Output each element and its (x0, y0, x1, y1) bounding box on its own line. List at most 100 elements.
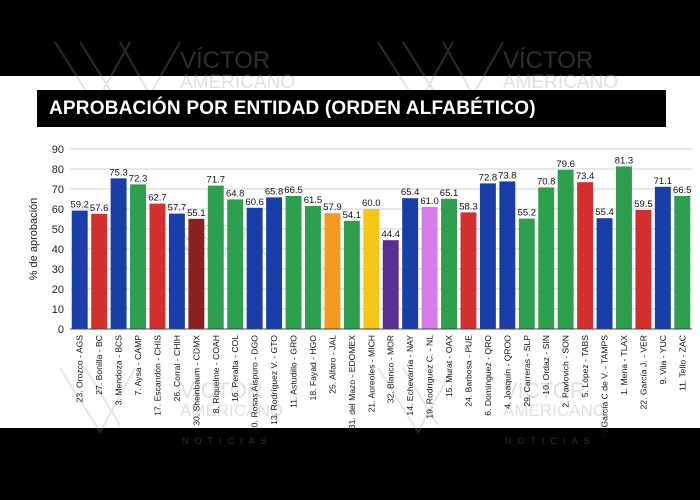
bar-value-label: 71.1 (654, 176, 673, 187)
x-tick-label: 24. Barbosa - PUE (463, 335, 473, 407)
bar (227, 199, 244, 329)
bar-value-label: 44.4 (381, 229, 400, 240)
x-tick-label: 23. Orozco - AGS (75, 335, 85, 403)
bar (635, 210, 652, 329)
bar (343, 220, 360, 329)
x-tick-label: 9. Vila - YUC (658, 335, 668, 384)
x-tick-label: 32. Blanco - MOR (386, 335, 396, 403)
x-tick-label: 2. Pavlovich - SON (561, 335, 571, 408)
bar (188, 218, 205, 329)
x-tick-label: 25. Alfaro - JAL (327, 335, 337, 394)
bar (577, 182, 594, 329)
x-tick-label: 16. Peralta - COL (230, 335, 240, 402)
bar (285, 196, 302, 329)
bar-value-label: 81.3 (615, 155, 634, 166)
bar-value-label: 65.8 (265, 186, 284, 197)
bar-value-label: 70.8 (537, 176, 556, 187)
bar (168, 213, 185, 329)
x-tick-label: 30. Sheinbaum - CDMX (191, 335, 201, 426)
bar (499, 181, 516, 329)
bar-value-label: 60.6 (245, 197, 264, 208)
y-tick-label: 0 (58, 324, 64, 336)
bar (71, 210, 88, 329)
x-tick-label: 13. Rodríguez V. - GTO (269, 335, 279, 425)
x-tick-label: 14. Echevarría - NAY (405, 335, 415, 416)
bar (304, 206, 321, 329)
bar-value-label: 59.2 (70, 200, 89, 211)
x-tick-label: 8. Riquelme - COAH (211, 335, 221, 413)
y-axis-ticks: 0 10 20 30 40 50 60 70 80 90 (52, 144, 64, 336)
bar-value-label: 57.7 (168, 203, 187, 214)
y-tick-label: 40 (52, 244, 64, 256)
bar (479, 183, 496, 329)
x-tick-label: 8. García C de V. - TAMPS (600, 335, 610, 437)
bar (246, 207, 263, 329)
y-tick-label: 30 (52, 264, 64, 276)
bar-value-label: 64.8 (226, 188, 245, 199)
chart-title: APROBACIÓN POR ENTIDAD (ORDEN ALFABÉTICO… (37, 90, 666, 127)
bar-value-label: 59.5 (634, 199, 653, 210)
bar-value-label: 61.5 (304, 195, 323, 206)
x-tick-label: 18. Fayad - HGO (308, 335, 318, 401)
chart-value-labels: 59.2 57.6 75.372.362.757.7 55.1 71.764.860.6… (70, 155, 691, 240)
bar-value-label: 66.5 (673, 185, 692, 196)
bar-value-label: 57.6 (90, 203, 109, 214)
bar-value-label: 72.3 (129, 173, 148, 184)
bar (460, 212, 477, 329)
bar-value-label: 65.4 (401, 187, 420, 198)
x-tick-label: 5. López - TABS (580, 335, 590, 398)
bar-value-label: 75.3 (109, 167, 128, 178)
x-tick-label: 21. Aureoles - MICH (366, 335, 376, 412)
bar-value-label: 58.3 (459, 201, 478, 212)
x-tick-label: 17. Escandón - CHIS (152, 335, 162, 416)
bar (538, 187, 555, 329)
bar (149, 203, 166, 329)
x-tick-label: 7. Aysa - CAMP (133, 335, 143, 396)
bar (324, 213, 341, 329)
bar-value-label: 54.1 (343, 210, 362, 221)
bar (654, 186, 671, 329)
x-axis-ticks: 23. Orozco - AGS 27. Bonilla - BC 3. Mendo… (75, 335, 688, 437)
chart-bars (71, 166, 691, 329)
bar (382, 240, 399, 329)
x-tick-label: 4. Joaquín - QROO (502, 335, 512, 409)
x-tick-label: 29. Carreras - SLP (522, 335, 532, 407)
bar-value-label: 66.5 (284, 185, 303, 196)
y-axis-label: % de aprobación (28, 198, 40, 281)
bar-value-label: 79.6 (556, 159, 575, 170)
x-tick-label: 19. Rodríguez C. - NL (425, 335, 435, 419)
x-tick-label: 22. García J. - VER (638, 335, 648, 410)
bar-value-label: 65.1 (440, 188, 459, 199)
x-tick-label: 10. Ordaz - SIN (541, 335, 551, 395)
bar (363, 209, 380, 329)
bar (130, 184, 147, 329)
bar (615, 166, 632, 329)
bar-value-label: 60.0 (362, 198, 381, 209)
y-tick-label: 80 (52, 164, 64, 176)
y-tick-label: 70 (52, 184, 64, 196)
bar-value-label: 73.8 (498, 170, 517, 181)
bar-value-label: 55.4 (595, 207, 614, 218)
bar-value-label: 55.2 (518, 208, 537, 219)
bar (441, 198, 458, 329)
bar (674, 196, 691, 329)
bar-value-label: 55.1 (187, 208, 206, 219)
y-tick-label: 60 (52, 204, 64, 216)
bar-value-label: 71.7 (207, 175, 226, 186)
x-tick-label: 11. Astudillo - GRO (289, 335, 299, 408)
bar (110, 178, 127, 329)
x-tick-label: 6. Domínguez - QRO (483, 335, 493, 416)
bar (402, 198, 419, 329)
bar (207, 185, 224, 329)
bar (518, 218, 535, 329)
bar-value-label: 73.4 (576, 171, 595, 182)
x-tick-label: 3. Mendoza - BCS (114, 335, 124, 405)
y-tick-label: 20 (52, 284, 64, 296)
bar (91, 213, 108, 329)
bar-value-label: 57.9 (323, 202, 342, 213)
y-tick-label: 50 (52, 224, 64, 236)
bar (421, 207, 438, 329)
y-tick-label: 10 (52, 304, 64, 316)
